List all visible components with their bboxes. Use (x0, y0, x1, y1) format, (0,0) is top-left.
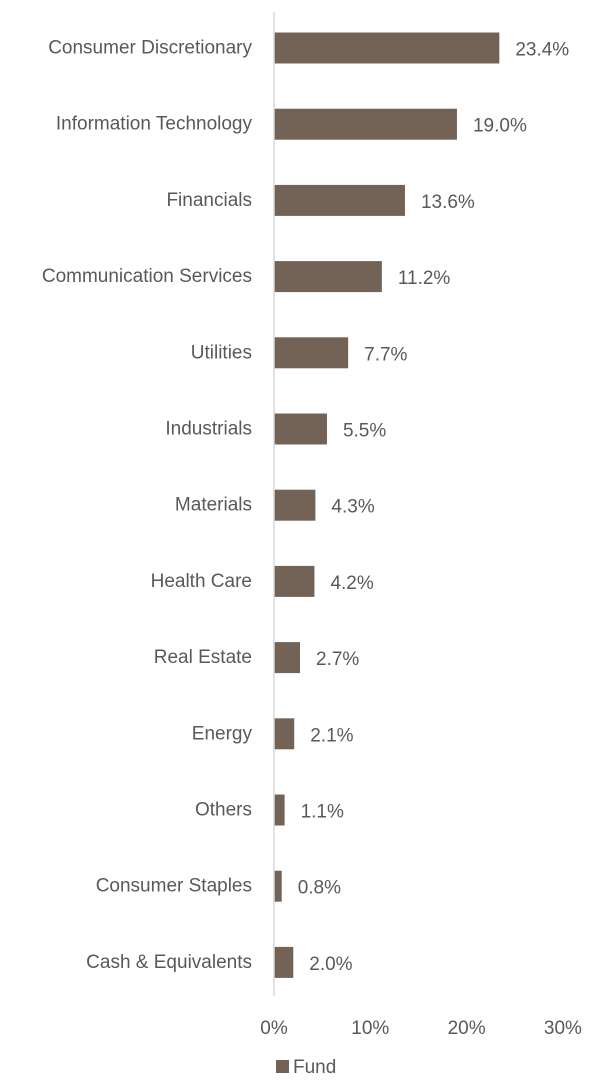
x-tick-label-0: 0% (260, 1018, 288, 1039)
category-label-health-care: Health Care (151, 571, 252, 592)
x-tick-label-20: 20% (448, 1018, 486, 1039)
bars-layer (274, 32, 500, 978)
bar-health-care (274, 565, 315, 597)
value-label-utilities: 7.7% (364, 344, 407, 365)
value-labels: 23.4% 19.0% 13.6% 11.2% 7.7% 5.5% 4.3% 4.2% 2.7%… (298, 40, 570, 975)
legend: Fund (276, 1057, 336, 1078)
category-label-financials: Financials (166, 190, 252, 211)
category-label-information-technology: Information Technology (56, 114, 253, 135)
category-label-consumer-discretionary: Consumer Discretionary (48, 38, 252, 59)
category-label-consumer-staples: Consumer Staples (96, 876, 252, 897)
category-label-materials: Materials (175, 495, 252, 516)
value-label-cash-and-equivalents: 2.0% (309, 954, 352, 975)
bar-utilities (274, 337, 349, 369)
bar-communication-services (274, 261, 382, 293)
category-label-communication-services: Communication Services (42, 266, 252, 287)
bar-others (274, 794, 285, 826)
category-label-real-estate: Real Estate (154, 647, 252, 668)
category-label-utilities: Utilities (191, 342, 252, 363)
bar-cash-and-equivalents (274, 946, 294, 978)
value-label-information-technology: 19.0% (473, 116, 527, 137)
category-labels: Consumer Discretionary Information Techno… (42, 38, 253, 973)
x-tick-label-10: 10% (351, 1018, 389, 1039)
bar-consumer-staples (274, 870, 282, 902)
value-label-real-estate: 2.7% (316, 649, 359, 670)
x-tick-label-30: 30% (544, 1018, 582, 1039)
x-axis-tick-labels: 0% 10% 20% 30% (260, 1018, 582, 1039)
value-label-industrials: 5.5% (343, 421, 386, 442)
bar-materials (274, 489, 316, 521)
bar-information-technology (274, 108, 457, 140)
bar-consumer-discretionary (274, 32, 500, 64)
bar-real-estate (274, 642, 301, 674)
bar-financials (274, 184, 405, 216)
value-label-consumer-discretionary: 23.4% (515, 40, 569, 61)
value-label-others: 1.1% (301, 802, 344, 823)
value-label-health-care: 4.2% (330, 573, 373, 594)
category-label-industrials: Industrials (165, 419, 252, 440)
legend-label-fund: Fund (293, 1057, 336, 1076)
category-label-energy: Energy (192, 723, 253, 744)
bar-industrials (274, 413, 327, 445)
value-label-consumer-staples: 0.8% (298, 878, 341, 899)
value-label-financials: 13.6% (421, 192, 475, 213)
value-label-materials: 4.3% (331, 497, 374, 518)
category-label-cash-and-equivalents: Cash & Equivalents (86, 952, 252, 973)
value-label-energy: 2.1% (310, 725, 353, 746)
value-label-communication-services: 11.2% (398, 268, 451, 289)
category-label-others: Others (195, 800, 252, 821)
bar-energy (274, 718, 295, 750)
legend-swatch (276, 1060, 289, 1073)
